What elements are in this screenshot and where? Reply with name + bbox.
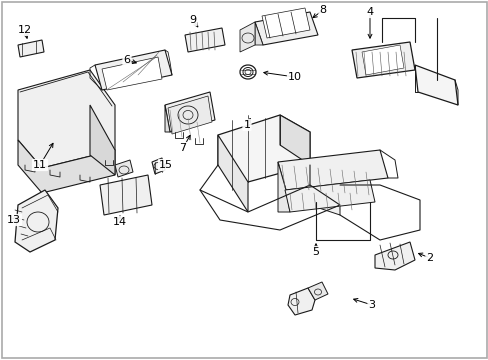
Text: 4: 4 — [366, 7, 373, 17]
Text: 9: 9 — [189, 15, 196, 25]
Polygon shape — [254, 12, 317, 45]
Polygon shape — [278, 150, 387, 190]
Polygon shape — [18, 70, 115, 168]
Polygon shape — [164, 105, 170, 132]
Polygon shape — [254, 22, 263, 45]
Text: 10: 10 — [287, 72, 302, 82]
Polygon shape — [90, 105, 115, 175]
Polygon shape — [285, 180, 374, 212]
Text: 13: 13 — [7, 215, 21, 225]
Polygon shape — [168, 96, 212, 134]
Polygon shape — [278, 162, 289, 212]
Polygon shape — [95, 50, 172, 90]
Polygon shape — [218, 135, 247, 212]
Text: 12: 12 — [18, 25, 32, 35]
Text: 11: 11 — [33, 160, 47, 170]
Text: 3: 3 — [368, 300, 375, 310]
Polygon shape — [164, 92, 215, 132]
Polygon shape — [184, 28, 224, 52]
Polygon shape — [18, 140, 115, 193]
Polygon shape — [102, 57, 162, 90]
Text: 7: 7 — [179, 143, 186, 153]
Polygon shape — [18, 40, 44, 57]
Polygon shape — [309, 165, 339, 215]
Polygon shape — [152, 158, 164, 174]
Text: 5: 5 — [312, 247, 319, 257]
Text: 15: 15 — [159, 160, 173, 170]
Polygon shape — [351, 42, 414, 78]
Polygon shape — [287, 288, 314, 315]
Polygon shape — [374, 242, 414, 270]
Polygon shape — [361, 45, 403, 75]
Text: 8: 8 — [319, 5, 326, 15]
Text: 2: 2 — [426, 253, 433, 263]
Text: 1: 1 — [243, 120, 250, 130]
Polygon shape — [100, 175, 152, 215]
Polygon shape — [280, 115, 309, 165]
Polygon shape — [414, 65, 457, 105]
Polygon shape — [307, 282, 327, 300]
Text: 6: 6 — [123, 55, 130, 65]
Text: 14: 14 — [113, 217, 127, 227]
Polygon shape — [262, 8, 309, 38]
Polygon shape — [115, 160, 133, 177]
Polygon shape — [15, 190, 58, 252]
Polygon shape — [218, 115, 309, 182]
Polygon shape — [240, 22, 254, 52]
